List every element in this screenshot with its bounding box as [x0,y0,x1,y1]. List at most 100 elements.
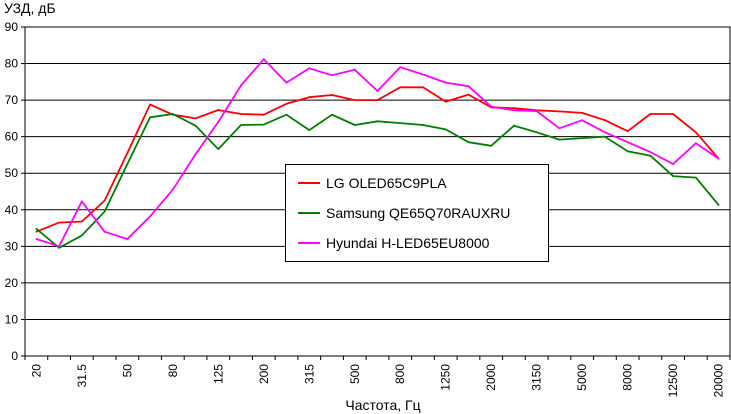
legend-item-samsung: Samsung QE65Q70RAUXRU [298,203,510,223]
data-point [285,102,288,105]
data-point [217,121,220,123]
data-point [649,154,652,157]
data-point [149,103,151,106]
data-point [308,96,311,99]
data-point [694,131,697,134]
data-point [694,176,697,179]
data-point [285,81,288,84]
x-tick-label-12500: 12500 [666,364,680,398]
data-point [103,230,106,233]
data-point [490,144,493,147]
data-point [558,138,561,141]
data-point [171,188,174,191]
x-tick-label-3150: 3150 [530,364,544,391]
data-point [672,163,675,165]
data-point [422,73,424,76]
legend-label-lg: LG OLED65C9PLA [326,175,447,191]
data-point [717,157,720,160]
data-point [240,84,242,87]
data-point [353,99,356,102]
data-point [126,163,129,165]
legend-swatch-samsung [298,212,320,214]
data-point [626,150,629,153]
data-point [558,110,561,113]
data-point [171,113,174,115]
data-point [194,124,197,127]
data-point [513,124,515,127]
data-point [467,141,470,144]
x-tick-label-800: 800 [393,364,407,384]
legend-label-hyundai: Hyundai H-LED65EU8000 [326,235,490,251]
data-point [422,86,424,89]
data-point [490,105,493,108]
data-point [376,120,379,123]
x-tick-label-1250: 1250 [439,364,453,391]
data-point [399,122,402,125]
data-point [58,245,61,248]
data-point [285,113,288,116]
data-point [103,210,106,213]
data-point [513,107,515,110]
data-point [626,130,629,133]
legend-item-hyundai: Hyundai H-LED65EU8000 [298,233,489,253]
y-tick-label-50: 50 [5,166,19,180]
data-point [58,246,61,249]
x-axis-title: Частота, Гц [345,397,421,413]
data-point [399,66,402,69]
data-point [308,67,311,70]
data-point [35,238,38,240]
data-point [217,148,220,150]
data-point [149,116,151,119]
data-point [672,175,675,178]
data-point [262,123,265,126]
x-tick-label-50: 50 [120,364,134,378]
series-1 [35,113,720,249]
data-point [535,110,538,112]
x-tick-label-20000: 20000 [712,364,726,398]
data-point [308,129,311,131]
data-point [467,85,470,88]
data-point [649,113,652,115]
y-tick-label-80: 80 [5,57,19,71]
data-point [240,124,242,126]
data-point [217,109,220,111]
y-tick-label-30: 30 [5,239,19,253]
x-axis-ticks: 20 31.5 50 80 125 200 315 500 800 1250 2000 3150 500… [24,356,731,398]
data-point [353,124,356,126]
data-point [80,200,83,203]
data-point [353,68,356,71]
y-tick-label-60: 60 [5,130,19,144]
y-tick-label-90: 90 [5,20,19,34]
series-2 [35,58,720,248]
x-tick-label-2000: 2000 [484,364,498,391]
data-point [399,86,402,89]
data-point [376,90,379,92]
data-point [240,113,242,115]
data-point [444,128,447,131]
data-point [604,135,606,138]
series-layer [35,58,720,249]
data-point [581,119,584,122]
y-tick-label-20: 20 [5,276,19,290]
data-point [126,238,129,240]
data-point [376,99,379,102]
legend-swatch-hyundai [298,242,320,244]
data-point [535,131,538,134]
data-point [194,117,197,120]
y-tick-label-10: 10 [5,312,19,326]
data-point [331,94,333,96]
data-point [467,93,470,96]
legend-swatch-lg [298,182,320,184]
x-tick-label-31.5: 31.5 [75,364,89,388]
x-tick-label-8000: 8000 [621,364,635,391]
data-point [444,81,447,84]
y-tick-label-0: 0 [11,349,18,363]
data-point [80,220,83,223]
data-point [331,113,333,116]
data-point [444,100,447,103]
data-point [694,142,697,145]
data-point [626,141,629,144]
legend-label-samsung: Samsung QE65Q70RAUXRU [326,205,511,221]
data-point [672,113,675,115]
